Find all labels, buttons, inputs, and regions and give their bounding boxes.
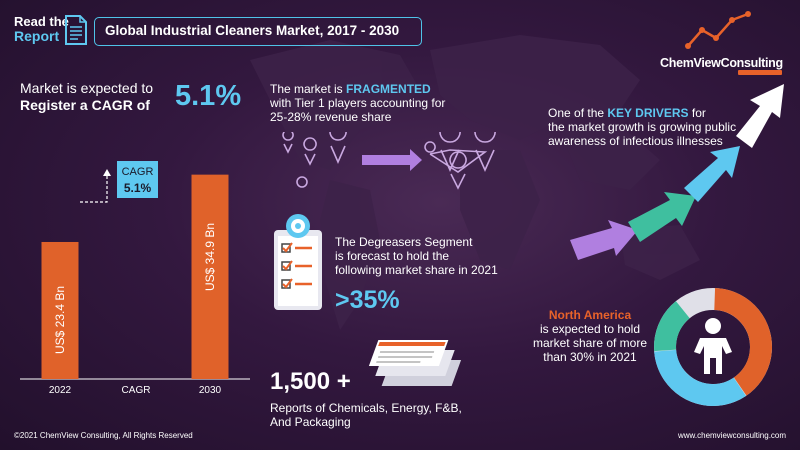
fragmented-line3: 25-28% revenue share	[270, 110, 392, 124]
growth-arrow-teal	[628, 192, 696, 242]
degreasers-line2: is forecast to hold the	[335, 249, 450, 263]
fragmented-line1-pre: The market is	[270, 82, 343, 96]
drivers-line1-pre: One of the	[548, 106, 605, 120]
drivers-line2: the market growth is growing public	[548, 120, 737, 134]
reports-line2: And Packaging	[270, 415, 351, 429]
read-line2: Report	[14, 28, 60, 44]
bar-2030	[191, 174, 229, 379]
reports-stack-icon	[368, 340, 462, 386]
cagr-value: 5.1%	[175, 80, 242, 112]
fragmented-location-pins-icon	[282, 132, 496, 190]
market-size-bar-chart	[20, 169, 250, 380]
north-america-donut	[654, 288, 772, 406]
fragmented-text: The market is FRAGMENTED with Tier 1 pla…	[270, 82, 510, 124]
drivers-highlight: KEY DRIVERS	[607, 106, 689, 120]
report-title: Global Industrial Cleaners Market, 2017 …	[94, 17, 422, 46]
degreasers-text: The Degreasers Segment is forecast to ho…	[335, 235, 535, 277]
x-tick-2030: 2030	[198, 385, 222, 396]
read-line1: Read the	[14, 14, 69, 29]
growth-arrow-purple	[570, 220, 638, 260]
reports-line1: Reports of Chemicals, Energy, F&B,	[270, 401, 462, 415]
read-the-report-link[interactable]: Read the Report	[14, 14, 69, 44]
copyright-text: ©2021 ChemView Consulting, All Rights Re…	[14, 431, 193, 440]
logo-growth-graph-icon	[685, 11, 751, 49]
person-icon	[694, 318, 732, 374]
degreasers-line3: following market share in 2021	[335, 263, 498, 277]
north-america-line3: market share of more	[532, 336, 648, 350]
degreasers-share-value: >35%	[335, 286, 400, 314]
fragmented-line2: with Tier 1 players accounting for	[270, 96, 446, 110]
cagr-line2: Register a CAGR of	[20, 97, 150, 113]
drivers-text: One of the KEY DRIVERS for the market gr…	[548, 106, 788, 148]
website-link[interactable]: www.chemviewconsulting.com	[678, 431, 787, 440]
cagr-badge: CAGR 5.1%	[117, 161, 158, 198]
reports-text: Reports of Chemicals, Energy, F&B, And P…	[270, 401, 530, 429]
north-america-line4: than 30% in 2021	[543, 350, 637, 364]
north-america-text: North America is expected to hold market…	[520, 308, 660, 364]
logo-name: ChemViewConsulting	[660, 56, 783, 70]
cagr-badge-value: 5.1%	[123, 181, 152, 195]
cagr-badge-label: CAGR	[121, 166, 154, 178]
drivers-line3: awareness of infectious illnesses	[548, 134, 723, 148]
clipboard-checklist-icon	[274, 214, 322, 310]
north-america-line2: is expected to hold	[539, 322, 641, 336]
document-icon[interactable]	[64, 14, 88, 46]
drivers-line1-post: for	[691, 106, 706, 120]
fragmented-highlight: FRAGMENTED	[346, 82, 431, 96]
cagr-arrow-head	[103, 169, 111, 176]
bar-value-label-2022: US$ 23.4 Bn	[53, 286, 68, 355]
x-tick-2022: 2022	[48, 385, 72, 396]
growth-arrow-blue	[684, 146, 740, 202]
reports-count: 1,500 +	[270, 368, 351, 395]
logo-tagline-bar	[738, 70, 782, 75]
bar-value-label-2030: US$ 34.9 Bn	[203, 222, 218, 291]
degreasers-line1: The Degreasers Segment	[335, 235, 473, 249]
growth-arrows-graphic	[570, 84, 784, 260]
cagr-dashed-arrow	[80, 174, 108, 203]
fragmented-arrow-icon	[362, 149, 422, 171]
growth-arrow-white	[736, 84, 784, 148]
north-america-title: North America	[548, 308, 632, 322]
cagr-line1: Market is expected to	[20, 80, 154, 96]
x-tick-CAGR: CAGR	[121, 385, 151, 396]
bar-2022	[41, 241, 79, 379]
